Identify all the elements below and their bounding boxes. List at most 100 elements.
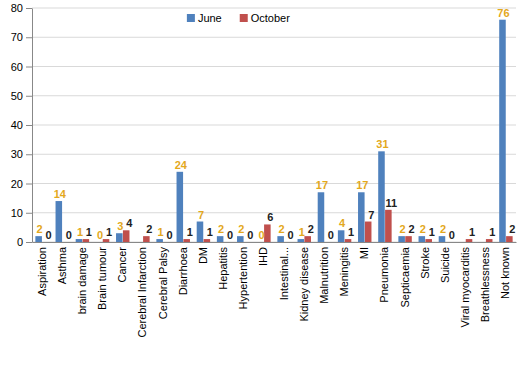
x-tick-label: Cerebral Palsy [157,247,169,320]
x-tick: Stroke [419,242,431,279]
data-label: 1 [429,226,435,238]
bar [365,222,372,242]
bar [163,242,170,243]
grid-line [32,66,516,67]
bar [96,242,103,243]
x-tick-label: Not known [499,247,511,299]
data-label: 7 [198,209,204,221]
data-label: 0 [66,229,72,241]
x-tick: Meningitis [338,242,350,297]
data-label: 76 [497,7,509,19]
x-tick: MI [358,242,370,259]
data-label: 0 [287,229,293,241]
legend-item: October [240,12,290,24]
y-tick: 40 [11,119,32,131]
plot: 01020304050607080AspirationAsthmabrain d… [11,2,517,337]
bar [439,236,446,242]
data-label: 1 [299,226,305,238]
y-tick-mark [26,8,32,9]
x-tick-label: Suicide [439,247,451,283]
data-label: 2 [218,223,224,235]
bar [42,242,49,243]
data-label: 2 [509,223,515,235]
x-tick: Viral myocarditis [459,242,471,328]
bar [76,239,83,242]
data-label: 0 [166,229,172,241]
y-tick: 70 [11,31,32,43]
bar [398,236,405,242]
bar [62,242,69,243]
data-label: 2 [146,223,152,235]
bar [177,172,184,242]
data-label: 0 [449,229,455,241]
x-tick-label: IHD [257,247,269,266]
bar [486,239,493,242]
data-label: 2 [279,223,285,235]
data-label: 1 [106,226,112,238]
bar [446,242,453,243]
data-label: 1 [158,226,164,238]
bar [425,239,432,242]
data-label: 17 [316,179,328,191]
data-label: 1 [489,226,495,238]
bar [499,20,506,242]
bar [506,236,513,242]
bar [224,242,231,243]
data-label: 7 [368,209,374,221]
x-tick-label: Malnutrition [318,247,330,304]
data-label: 0 [97,229,103,241]
x-tick-label: Aspiration [36,247,48,296]
y-tick-label: 10 [11,207,23,219]
x-tick-label: brain damage [76,247,88,314]
data-label: 0 [45,229,51,241]
data-label: 2 [238,223,244,235]
x-tick: Suicide [439,242,451,283]
x-tick: Pneumonia [378,242,390,303]
x-tick: Aspiration [36,242,48,296]
data-label: 2 [400,223,406,235]
y-tick-mark [26,213,32,214]
data-label: 0 [247,229,253,241]
grid-line [32,212,516,213]
x-tick-label: Stroke [419,247,431,279]
y-tick-mark [26,37,32,38]
x-tick-label: Viral myocarditis [459,247,471,328]
bar [257,242,264,243]
bar [419,236,426,242]
bar [298,239,305,242]
data-label: 11 [386,197,398,209]
data-label: 2 [408,223,414,235]
grid [32,8,516,242]
data-label: 0 [258,229,264,241]
y-tick: 10 [11,207,32,219]
data-label: 1 [187,226,193,238]
x-tick-label: Brain tumour [96,247,108,310]
data-label: 31 [376,138,388,150]
y-axis-line [32,9,33,243]
x-tick: Diarrhoea [177,242,189,295]
data-label: 1 [469,226,475,238]
data-labels: 2141031247220211741731222760011420110060… [37,7,516,241]
grid-line [32,125,516,126]
grid-line [32,8,516,9]
data-label: 2 [37,223,43,235]
x-axis-line [33,242,517,243]
legend-item: June [187,12,222,24]
bar [217,236,224,242]
x-tick: Intestinal... [278,242,290,300]
data-label: 1 [207,226,213,238]
y-tick-label: 60 [11,61,23,73]
y-tick-mark [26,96,32,97]
y-tick: 50 [11,90,32,102]
bar [123,230,130,242]
bar [264,224,271,242]
bar [284,242,291,243]
bar [345,239,352,242]
y-tick-mark [26,184,32,185]
data-label: 3 [117,220,123,232]
y-tick-label: 0 [17,236,23,248]
legend-swatch [240,14,248,22]
bar [237,236,244,242]
x-tick-label: Diarrhoea [177,246,189,295]
y-tick-label: 20 [11,178,23,190]
